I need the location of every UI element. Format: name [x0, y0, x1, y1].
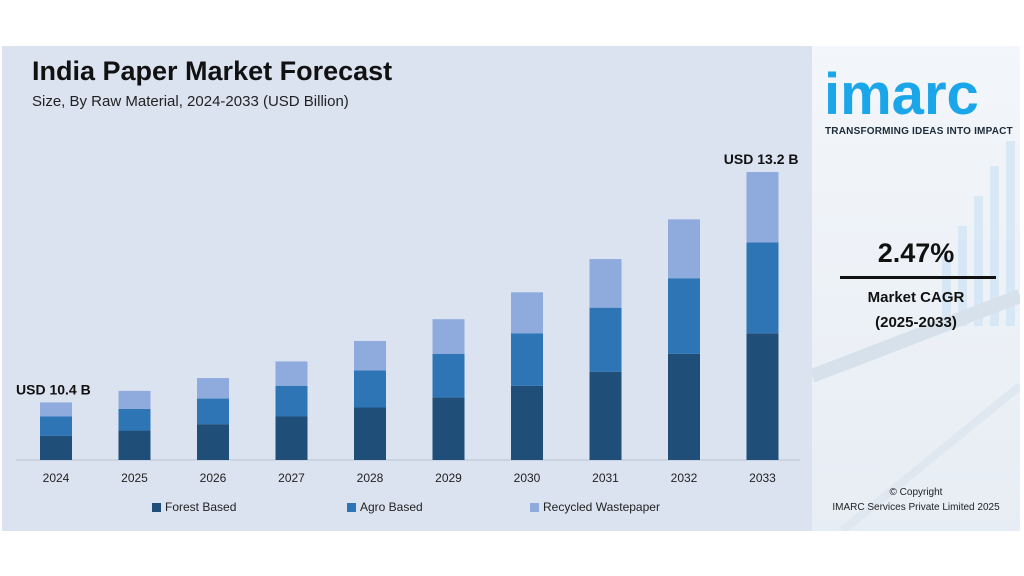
x-tick-label-2025: 2025 [121, 471, 148, 485]
bars-group: 2024 2025 2026 2027 2028 2029 2030 2031 2032 2033… [16, 151, 799, 485]
x-tick-label-2030: 2030 [514, 471, 541, 485]
brand-tagline: TRANSFORMING IDEAS INTO IMPACT [825, 126, 1013, 137]
bar-2029-forest-based [432, 397, 465, 460]
bar-2028-forest-based [354, 407, 386, 460]
imarc-logo: imarc [824, 62, 979, 127]
legend-label-forest-based: Forest Based [165, 500, 237, 514]
bar-2029-agro-based [432, 353, 465, 398]
cagr-value: 2.47% [877, 238, 955, 268]
chart-subtitle: Size, By Raw Material, 2024-2033 (USD Bi… [32, 93, 349, 110]
x-tick-label-2032: 2032 [671, 471, 698, 485]
x-tick-label-2029: 2029 [435, 471, 462, 485]
x-tick-label-2031: 2031 [592, 471, 619, 485]
bar-2032-agro-based [668, 278, 700, 354]
bar-2027-forest-based [275, 416, 308, 460]
bar-2027-recycled-wastepaper [275, 361, 308, 386]
bar-2026-recycled-wastepaper [197, 378, 229, 399]
legend-swatch-agro-based [347, 502, 356, 512]
bar-2024-recycled-wastepaper [40, 402, 72, 417]
chart-plot: 2024 2025 2026 2027 2028 2029 2030 2031 2032 2033… [16, 151, 800, 485]
bar-2030-forest-based [511, 385, 543, 460]
bar-2024-agro-based [40, 416, 72, 436]
bar-2027-agro-based [275, 385, 308, 417]
bar-2033-forest-based [746, 333, 779, 460]
side-panel: imarc TRANSFORMING IDEAS INTO IMPACT 2.4… [812, 46, 1020, 531]
bar-2032-forest-based [668, 353, 700, 460]
chart-panel: 2024 2025 2026 2027 2028 2029 2030 2031 2032 2033… [2, 46, 812, 531]
x-tick-label-2026: 2026 [200, 471, 227, 485]
cagr-label: Market CAGR [867, 289, 965, 306]
legend-swatch-recycled-wastepaper [530, 502, 539, 512]
legend-item-forest-based: Forest Based [152, 500, 236, 514]
bar-2031-recycled-wastepaper [589, 259, 622, 308]
chart-title: India Paper Market Forecast [32, 56, 393, 86]
bar-2026-forest-based [197, 424, 229, 460]
x-tick-label-2024: 2024 [43, 471, 70, 485]
decorative-background [812, 141, 1020, 531]
bar-2033-recycled-wastepaper [746, 172, 779, 243]
data-label-2033: USD 13.2 B [724, 151, 799, 167]
bar-2028-recycled-wastepaper [354, 340, 386, 371]
bar-2033-agro-based [746, 242, 779, 334]
legend-swatch-forest-based [152, 502, 161, 512]
legend-label-recycled-wastepaper: Recycled Wastepaper [543, 500, 660, 514]
bar-2029-recycled-wastepaper [432, 319, 465, 354]
data-label-2024: USD 10.4 B [16, 381, 91, 397]
x-tick-label-2033: 2033 [749, 471, 776, 485]
bar-2031-forest-based [589, 371, 622, 460]
x-tick-label-2028: 2028 [357, 471, 384, 485]
x-tick-label-2027: 2027 [278, 471, 305, 485]
cagr-period: (2025-2033) [875, 314, 957, 331]
bar-2032-recycled-wastepaper [668, 219, 700, 279]
legend-item-recycled-wastepaper: Recycled Wastepaper [530, 500, 660, 514]
bar-2030-agro-based [511, 333, 543, 386]
bar-2025-recycled-wastepaper [118, 390, 151, 409]
legend-label-agro-based: Agro Based [360, 500, 423, 514]
bar-2031-agro-based [589, 307, 622, 372]
bar-2030-recycled-wastepaper [511, 292, 543, 334]
legend-item-agro-based: Agro Based [347, 500, 423, 514]
bar-2025-agro-based [118, 408, 151, 431]
copyright-text: © Copyright [889, 487, 943, 498]
infographic-card: 2024 2025 2026 2027 2028 2029 2030 2031 2032 2033… [2, 46, 1020, 531]
cagr-divider [840, 276, 996, 279]
bar-2028-agro-based [354, 370, 386, 408]
bar-2025-forest-based [118, 430, 151, 460]
bar-2024-forest-based [40, 435, 72, 460]
company-name: IMARC Services Private Limited 2025 [832, 502, 1000, 513]
bar-2026-agro-based [197, 398, 229, 425]
